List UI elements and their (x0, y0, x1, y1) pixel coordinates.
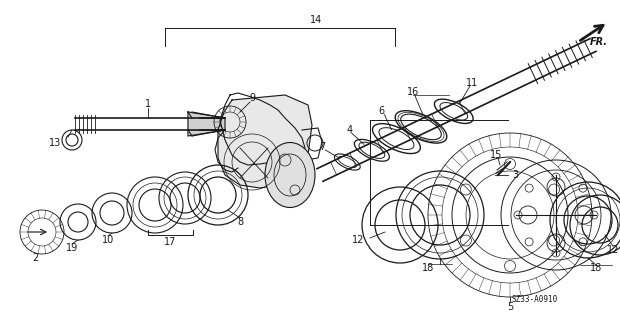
Polygon shape (218, 95, 312, 188)
Text: 13: 13 (49, 138, 61, 148)
Text: 4: 4 (347, 125, 353, 135)
Ellipse shape (265, 142, 315, 207)
Text: 14: 14 (310, 15, 322, 25)
Text: 11: 11 (466, 78, 478, 88)
Text: 3: 3 (512, 170, 518, 180)
Text: 17: 17 (164, 237, 176, 247)
Polygon shape (188, 112, 225, 136)
Text: 12: 12 (352, 235, 364, 245)
Text: 15: 15 (490, 150, 502, 160)
Text: 8: 8 (237, 217, 243, 227)
Text: 10: 10 (102, 235, 114, 245)
Text: FR.: FR. (590, 37, 608, 47)
Text: SZ33-A0910: SZ33-A0910 (512, 295, 558, 305)
Text: 16: 16 (407, 87, 419, 97)
Text: 19: 19 (66, 243, 78, 253)
Text: 9: 9 (249, 93, 255, 103)
Text: 6: 6 (378, 106, 384, 116)
Text: 7: 7 (319, 142, 326, 152)
Text: 5: 5 (507, 302, 513, 312)
Text: 1: 1 (145, 99, 151, 109)
Text: 18: 18 (590, 263, 602, 273)
Text: 18: 18 (422, 263, 434, 273)
Text: 12: 12 (607, 245, 619, 255)
Text: 2: 2 (32, 253, 38, 263)
